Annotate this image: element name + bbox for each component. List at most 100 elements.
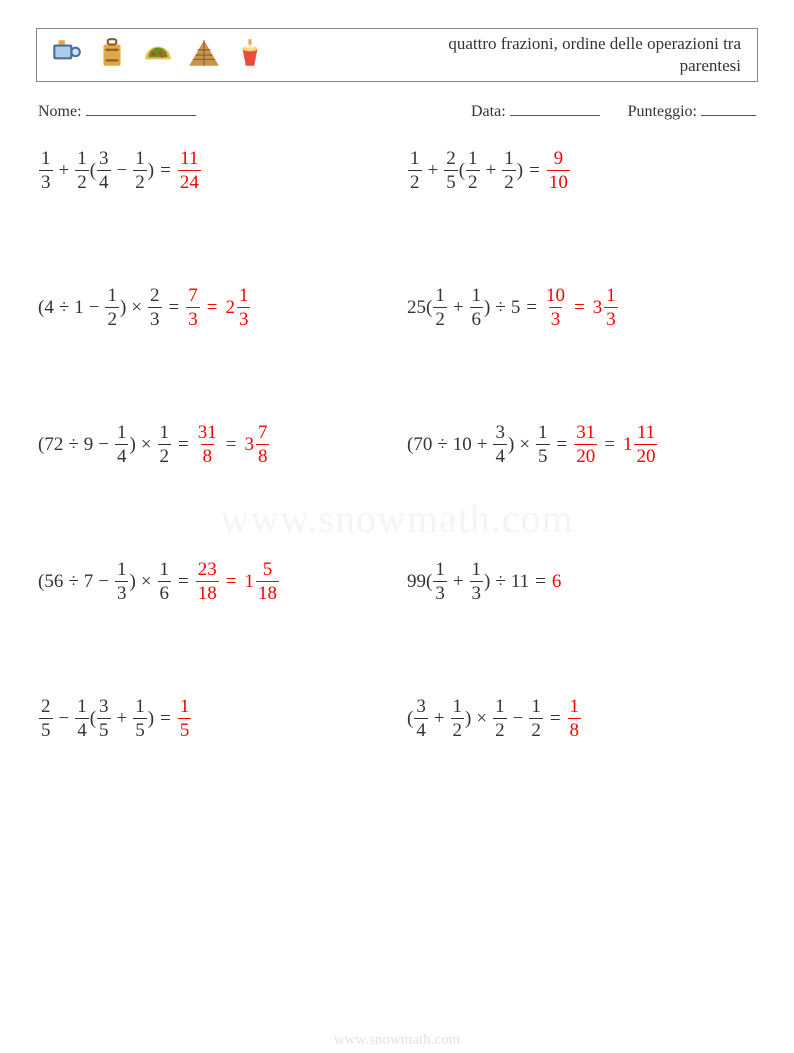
number: 56 (44, 571, 63, 593)
fraction: 35 (97, 697, 111, 740)
date-blank[interactable] (510, 100, 600, 116)
answer: 1124 (177, 149, 202, 192)
equals: = (169, 297, 180, 319)
operator: + (434, 708, 445, 730)
paren: ) (148, 160, 154, 182)
name-field: Nome: (38, 100, 196, 121)
fraction: 1120 (634, 423, 657, 466)
fraction: 12 (158, 423, 172, 466)
number: 6 (552, 571, 562, 593)
operator: ÷ (495, 571, 505, 593)
operator: + (117, 708, 128, 730)
equals: = (535, 571, 546, 593)
fraction: 25 (39, 697, 53, 740)
fraction: 12 (451, 697, 465, 740)
paren: ) (129, 434, 135, 456)
fraction: 34 (493, 423, 507, 466)
fraction: 73 (186, 286, 200, 329)
taco-icon (141, 36, 175, 75)
worksheet-title: quattro frazioni, ordine delle operazion… (385, 33, 745, 77)
paren: ) (120, 297, 126, 319)
operator: − (98, 434, 109, 456)
number: 10 (453, 434, 472, 456)
paren: ) (148, 708, 154, 730)
paren: ) (129, 571, 135, 593)
operator: × (141, 571, 152, 593)
equals: = (526, 297, 537, 319)
fraction: 34 (414, 697, 428, 740)
equals: = (160, 160, 171, 182)
fraction: 13 (433, 560, 447, 603)
operator: × (476, 708, 487, 730)
operator: × (519, 434, 530, 456)
answer: 3120=11120 (573, 423, 658, 466)
name-blank[interactable] (86, 100, 196, 116)
meta-row: Nome: Data: Punteggio: (38, 100, 756, 121)
operator: × (131, 297, 142, 319)
paren: ( (407, 708, 413, 730)
number: 5 (511, 297, 521, 319)
answer: 73=213 (185, 286, 251, 329)
problem: (56÷7−13)×16=2318=1518 (38, 560, 387, 603)
score-field: Punteggio: (628, 100, 756, 121)
fraction: 910 (547, 149, 570, 192)
fraction: 1124 (178, 149, 201, 192)
operator: − (513, 708, 524, 730)
number: 1 (74, 297, 84, 319)
fraction: 12 (529, 697, 543, 740)
date-field: Data: (471, 100, 600, 121)
operator: + (453, 571, 464, 593)
operator: × (141, 434, 152, 456)
fraction: 103 (544, 286, 567, 329)
operator: + (428, 160, 439, 182)
mixed-whole: 2 (225, 297, 235, 319)
equals: = (207, 297, 218, 319)
number: 70 (413, 434, 432, 456)
fraction: 12 (133, 149, 147, 192)
fraction: 13 (39, 149, 53, 192)
score-label: Punteggio: (628, 103, 697, 120)
equals: = (604, 434, 615, 456)
fraction: 12 (493, 697, 507, 740)
mixed-whole: 3 (593, 297, 603, 319)
number: 4 (44, 297, 54, 319)
operator: ÷ (59, 297, 69, 319)
equals: = (529, 160, 540, 182)
operator: − (59, 708, 70, 730)
number: 11 (511, 571, 529, 593)
answer: 2318=1518 (195, 560, 280, 603)
fraction: 13 (470, 560, 484, 603)
paren: ( (90, 160, 96, 182)
equals: = (226, 434, 237, 456)
number: 72 (44, 434, 63, 456)
number: 7 (84, 571, 94, 593)
problem: (70÷10+34)×15=3120=11120 (407, 423, 756, 466)
problems-grid: 13+12(34−12)=112412+25(12+12)=910(4÷1−12… (36, 149, 758, 740)
equals: = (160, 708, 171, 730)
number: 99 (407, 571, 426, 593)
suitcase-icon (95, 36, 129, 75)
fraction: 14 (75, 697, 89, 740)
paren: ) (508, 434, 514, 456)
mixed-whole: 1 (244, 571, 254, 593)
fraction: 2318 (196, 560, 219, 603)
problem: (72÷9−14)×12=318=378 (38, 423, 387, 466)
answer: 103=313 (543, 286, 619, 329)
fraction: 12 (105, 286, 119, 329)
problem: (34+12)×12−12=18 (407, 697, 756, 740)
mixed-whole: 1 (623, 434, 633, 456)
equals: = (550, 708, 561, 730)
fraction: 15 (536, 423, 550, 466)
score-blank[interactable] (701, 100, 756, 116)
problem: 13+12(34−12)=1124 (38, 149, 387, 192)
pyramid-icon (187, 36, 221, 75)
operator: ÷ (437, 434, 447, 456)
date-label: Data: (471, 103, 506, 120)
number: 25 (407, 297, 426, 319)
header-icons (49, 36, 267, 75)
camera-icon (49, 36, 83, 75)
fraction: 18 (568, 697, 582, 740)
fraction: 78 (256, 423, 270, 466)
fraction: 25 (444, 149, 458, 192)
paren: ) (484, 571, 490, 593)
